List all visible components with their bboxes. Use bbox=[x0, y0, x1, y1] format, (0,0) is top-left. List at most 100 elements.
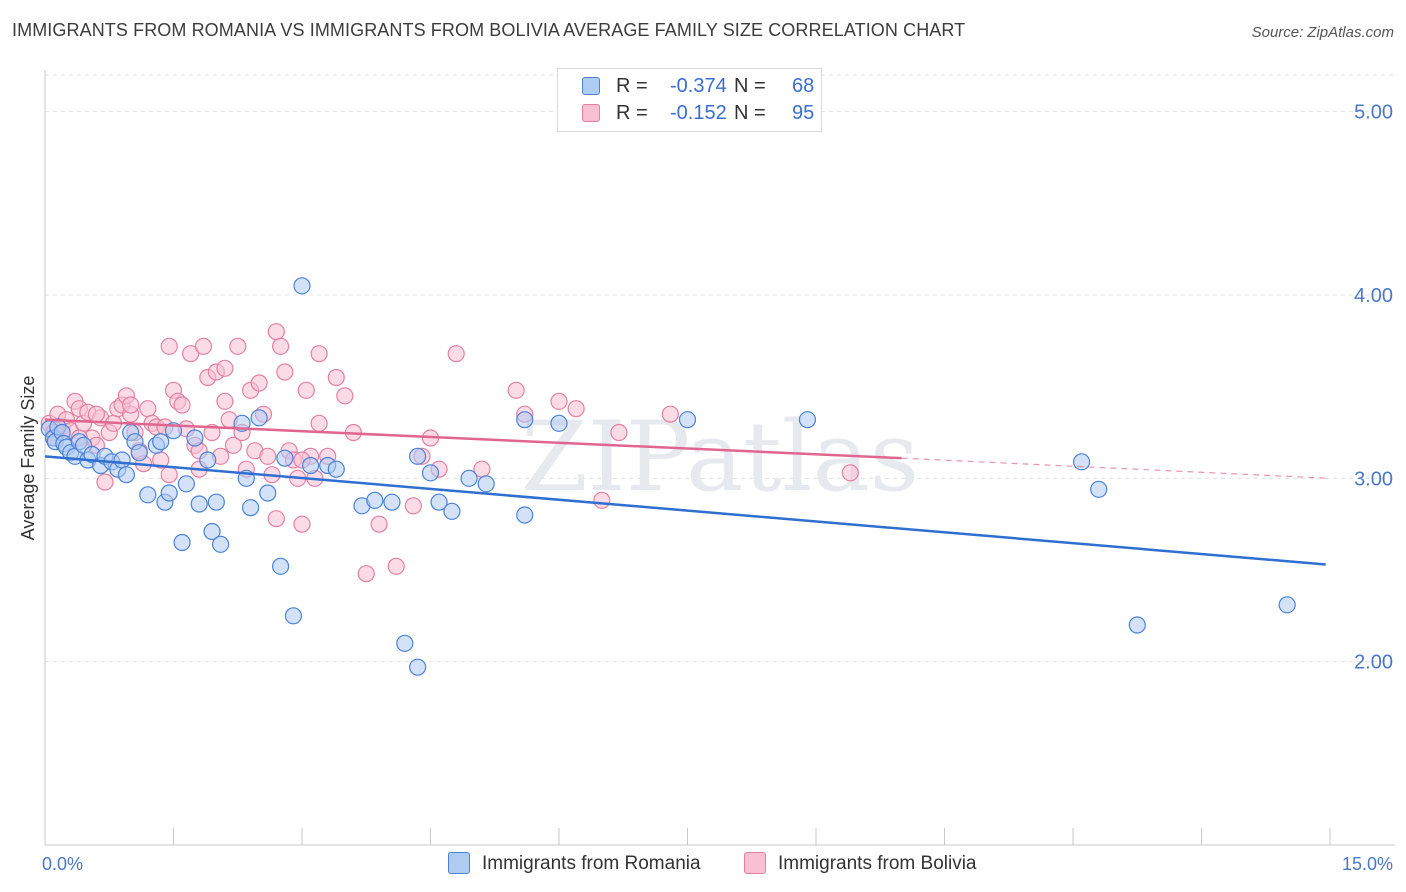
bolivia-trend-line bbox=[44, 418, 902, 460]
romania-point bbox=[396, 634, 414, 652]
bolivia-point bbox=[267, 323, 285, 341]
romania-point bbox=[139, 486, 157, 504]
bolivia-point bbox=[216, 359, 234, 377]
romania-point bbox=[130, 444, 148, 462]
romania-point bbox=[1090, 480, 1108, 498]
romania-swatch bbox=[582, 77, 600, 95]
bolivia-point bbox=[267, 510, 285, 528]
romania-point bbox=[1278, 596, 1296, 614]
romania-point bbox=[276, 449, 294, 467]
bolivia-point bbox=[310, 414, 328, 432]
bolivia-point bbox=[173, 396, 191, 414]
romania-point bbox=[177, 475, 195, 493]
source-label: Source: bbox=[1251, 24, 1304, 41]
romania-point bbox=[443, 502, 461, 520]
bolivia-r-label: R = bbox=[616, 102, 648, 124]
romania-point bbox=[186, 429, 204, 447]
romania-point bbox=[190, 495, 208, 513]
bolivia-point bbox=[327, 368, 345, 387]
romania-point bbox=[160, 484, 178, 502]
romania-point bbox=[199, 451, 217, 469]
bolivia-point bbox=[194, 337, 213, 355]
romania-point bbox=[242, 499, 260, 517]
romania-legend-swatch bbox=[448, 852, 470, 874]
romania-point bbox=[1072, 453, 1091, 471]
romania-point bbox=[550, 414, 568, 432]
bolivia-point bbox=[216, 392, 234, 410]
bolivia-point bbox=[182, 345, 200, 363]
y-tick-label: 3.00 bbox=[1354, 468, 1393, 490]
bolivia-point bbox=[250, 374, 268, 392]
bolivia-r-value: -0.152 bbox=[670, 102, 727, 124]
romania-point bbox=[409, 658, 427, 676]
romania-point bbox=[212, 535, 230, 553]
romania-r-value: -0.374 bbox=[670, 75, 727, 97]
romania-point bbox=[203, 522, 221, 541]
bolivia-point bbox=[87, 405, 106, 423]
bolivia-n-value: 95 bbox=[792, 102, 815, 124]
chart-title: IMMIGRANTS FROM ROMANIA VS IMMIGRANTS FR… bbox=[12, 20, 966, 40]
bolivia-point bbox=[310, 345, 328, 363]
y-tick-label: 4.00 bbox=[1354, 285, 1393, 307]
bolivia-point bbox=[276, 363, 294, 381]
romania-point bbox=[259, 484, 277, 502]
bolivia-point bbox=[271, 337, 290, 355]
romania-point bbox=[173, 533, 191, 552]
bolivia-point bbox=[224, 436, 243, 454]
romania-point bbox=[678, 411, 697, 429]
x-tick-label-min: 0.0% bbox=[42, 854, 83, 874]
romania-n-value: 68 bbox=[792, 75, 815, 97]
bolivia-point bbox=[259, 447, 277, 465]
romania-point bbox=[516, 411, 534, 429]
trend-lines bbox=[44, 418, 1331, 566]
bolivia-trend-extension bbox=[901, 457, 1331, 479]
bolivia-point bbox=[841, 464, 859, 482]
romania-point bbox=[207, 493, 225, 511]
bolivia-point bbox=[370, 515, 388, 533]
bolivia-point bbox=[610, 423, 628, 442]
romania-point bbox=[271, 557, 290, 575]
bolivia-point bbox=[387, 557, 405, 575]
bolivia-swatch bbox=[582, 104, 600, 122]
bolivia-point bbox=[593, 491, 611, 509]
romania-point bbox=[152, 433, 170, 451]
romania-point bbox=[366, 491, 384, 509]
romania-point bbox=[1128, 616, 1146, 634]
bolivia-point bbox=[447, 345, 465, 363]
romania-point bbox=[113, 451, 131, 469]
y-axis-title: Average Family Size bbox=[18, 376, 38, 541]
correlation-legend: R = -0.374 N = 68 R = -0.152 N = 95 bbox=[557, 68, 822, 132]
romania-point bbox=[798, 411, 817, 429]
romania-point bbox=[421, 464, 440, 482]
bolivia-point bbox=[297, 381, 315, 399]
romania-point bbox=[250, 409, 268, 427]
bolivia-point bbox=[336, 387, 354, 405]
source-attribution: Source: ZipAtlas.com bbox=[1252, 24, 1394, 41]
bolivia-point bbox=[357, 565, 375, 583]
y-tick-label: 2.00 bbox=[1354, 652, 1393, 674]
bolivia-point bbox=[160, 337, 178, 355]
romania-point bbox=[327, 460, 345, 478]
romania-trend-line bbox=[44, 455, 1326, 566]
bolivia-legend-label: Immigrants from Bolivia bbox=[778, 853, 977, 874]
romania-point bbox=[516, 506, 534, 524]
tick-labels: 2.00 3.00 4.00 5.00 0.0% 15.0% bbox=[42, 102, 1393, 874]
bolivia-point bbox=[293, 515, 311, 533]
romania-n-label: N = bbox=[734, 75, 766, 97]
bolivia-point bbox=[122, 396, 140, 414]
bolivia-legend-swatch bbox=[744, 852, 766, 874]
romania-point bbox=[301, 456, 320, 475]
bolivia-n-label: N = bbox=[734, 102, 766, 124]
romania-point bbox=[477, 475, 495, 493]
bolivia-point bbox=[550, 392, 568, 410]
bolivia-point bbox=[404, 497, 422, 515]
romania-point bbox=[117, 466, 135, 484]
bolivia-point bbox=[567, 400, 585, 418]
romania-point bbox=[383, 493, 401, 511]
y-tick-label: 5.00 bbox=[1354, 102, 1393, 124]
romania-point bbox=[460, 469, 478, 487]
romania-point bbox=[284, 607, 303, 625]
x-tick-label-max: 15.0% bbox=[1342, 854, 1393, 874]
romania-point bbox=[293, 277, 311, 295]
